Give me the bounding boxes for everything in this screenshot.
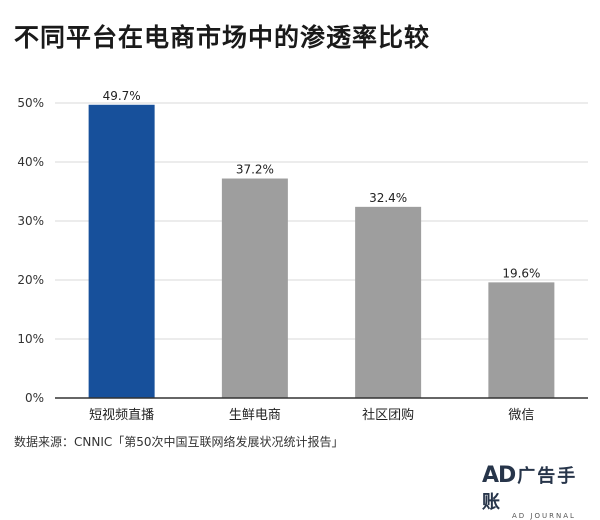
x-tick-label: 短视频直播 [89,408,154,423]
data-label: 19.6% [502,266,540,280]
bar-chart: 0% 10% 20% 30% 40% 50% 49.7% 短视频直播 37.2% 生鲜电商 32.4… [17,89,588,423]
y-tick-label: 20% [17,273,44,287]
bar [88,104,155,399]
ad-journal-watermark-logo: AD 广告手账 AD JOURNAL [482,462,592,520]
data-label: 37.2% [236,163,274,177]
bar [488,282,555,398]
x-tick-label: 微信 [508,408,534,423]
source-note: 数据来源：CNNIC「第50次中国互联网络发展状况统计报告」 [14,435,344,449]
data-label: 49.7% [103,89,141,103]
y-tick-label: 10% [17,332,44,346]
data-label: 32.4% [369,191,407,205]
y-tick-label: 40% [17,155,44,169]
bar [355,206,422,398]
y-tick-label: 0% [25,391,44,405]
chart-title: 不同平台在电商市场中的渗透率比较 [14,23,431,52]
bar [221,178,288,398]
watermark-latin: AD [482,463,516,488]
x-tick-label: 生鲜电商 [229,408,281,423]
y-tick-label: 50% [17,96,44,110]
watermark-chinese: 广告手账 [482,466,578,513]
y-tick-label: 30% [17,214,44,228]
x-tick-label: 社区团购 [362,407,414,423]
